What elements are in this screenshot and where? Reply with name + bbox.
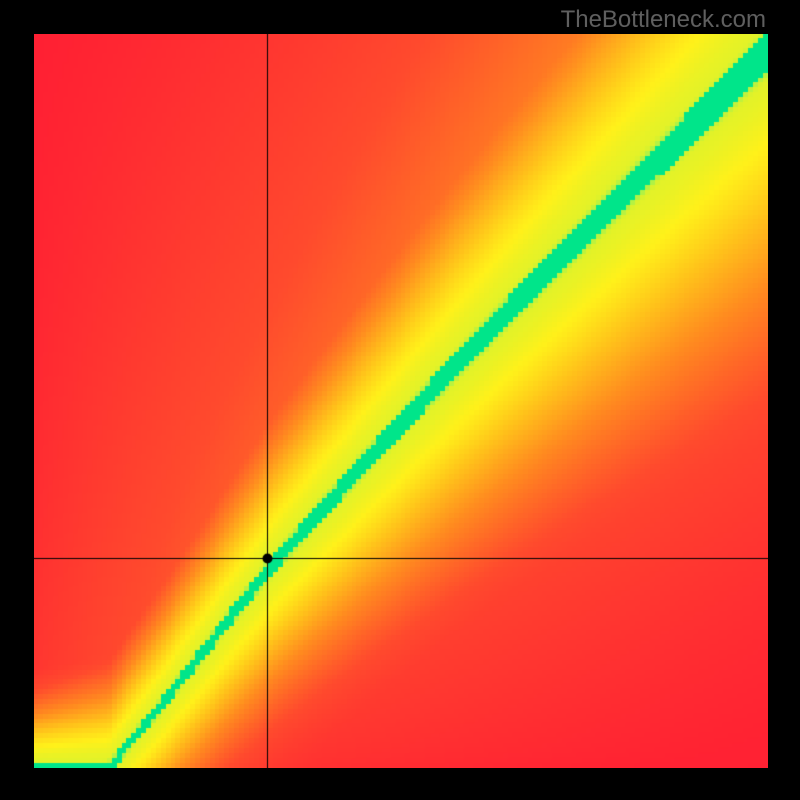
bottleneck-heatmap bbox=[34, 34, 768, 768]
chart-container: TheBottleneck.com bbox=[0, 0, 800, 800]
watermark-label: TheBottleneck.com bbox=[561, 6, 766, 34]
